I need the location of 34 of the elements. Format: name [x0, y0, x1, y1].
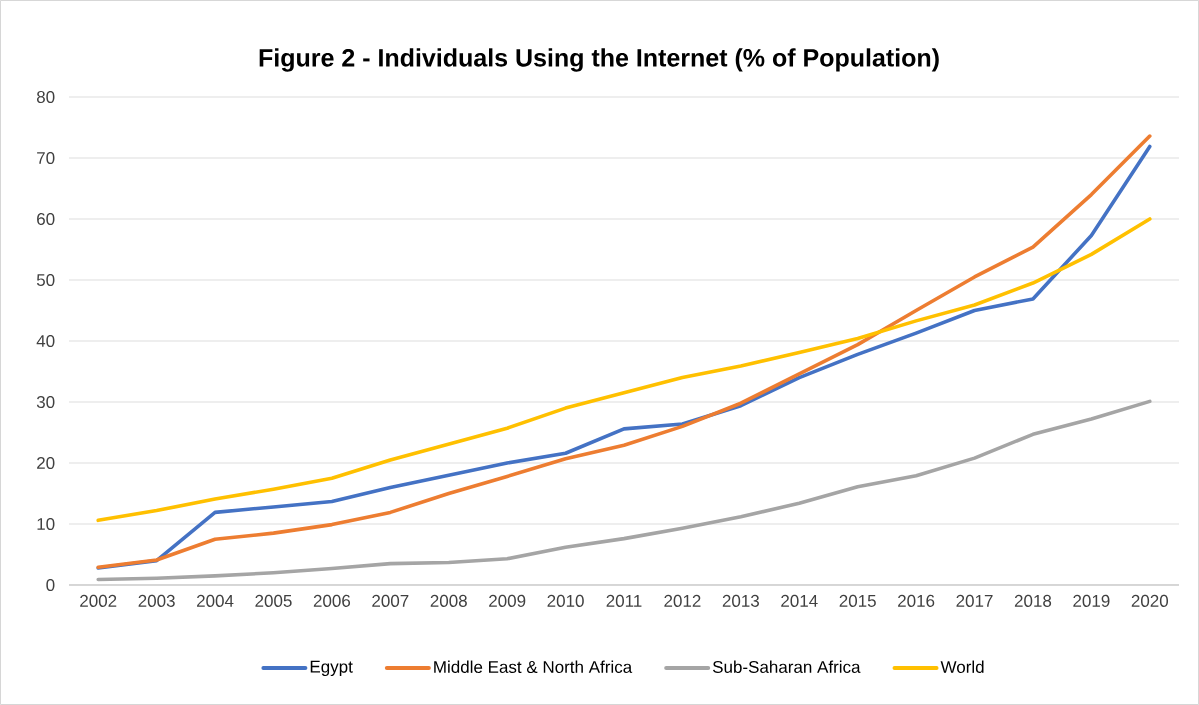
y-tick-label: 30 [36, 395, 55, 409]
x-tick-label: 2009 [489, 594, 526, 607]
y-tick-label: 80 [36, 90, 55, 104]
y-tick-label: 60 [37, 212, 55, 226]
line-series [96, 399, 1152, 582]
y-tick-label: 0 [46, 578, 55, 592]
legend-label: World [940, 660, 984, 674]
y-tick-label: 20 [37, 456, 55, 470]
x-tick-label: 2019 [1073, 594, 1110, 607]
y-tick-label: 40 [36, 334, 55, 348]
x-tick-label: 2010 [547, 594, 584, 607]
y-tick-label: 70 [37, 151, 55, 165]
x-tick-label: 2008 [430, 594, 467, 607]
x-tick-label: 2013 [722, 594, 759, 607]
x-tick-label: 2017 [956, 594, 993, 607]
x-tick-label: 2014 [781, 594, 818, 607]
x-tick-label: 2020 [1131, 594, 1169, 607]
x-tick-label: 2016 [898, 594, 935, 607]
x-tick-label: 2015 [839, 594, 876, 607]
y-tick-label: 50 [36, 273, 55, 287]
y-tick-label: 10 [37, 517, 55, 531]
x-tick-label: 2007 [372, 594, 409, 607]
legend-label: Egypt [310, 660, 353, 677]
legend-label: Sub-Saharan Africa [712, 660, 861, 674]
x-tick-label: 2005 [255, 594, 292, 607]
x-tick-label: 2004 [197, 594, 234, 607]
x-tick-label: 2003 [138, 594, 175, 607]
x-tick-label: 2006 [313, 594, 351, 607]
legend-label: Middle East & North Africa [434, 660, 633, 674]
x-tick-label: 2011 [606, 594, 642, 607]
x-tick-label: 2002 [80, 594, 117, 607]
x-tick-label: 2012 [664, 594, 701, 607]
x-tick-label: 2018 [1014, 594, 1052, 607]
chart-title: Figure 2 - Individuals Using the Internet (% of Population) [259, 48, 939, 72]
